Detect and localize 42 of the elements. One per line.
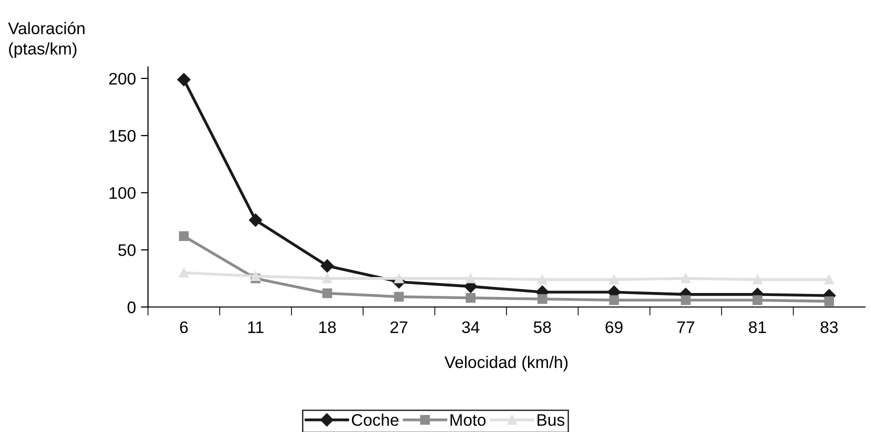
legend-label: Bus [538,414,564,426]
point [394,292,404,302]
point [609,295,619,306]
x-tick-label: 69 [606,321,623,334]
point [609,274,619,284]
point [537,294,548,304]
point [752,295,762,306]
point [824,296,834,306]
point [250,271,260,282]
point [466,292,476,303]
point [177,72,190,86]
x-axis-title: Velocidad (km/h) [444,356,568,372]
point [537,274,548,284]
point [466,274,476,284]
x-tick-label: 81 [748,321,766,334]
point [394,274,404,284]
point [178,231,189,242]
x-tick-label: 27 [390,321,408,333]
y-tick-label: 150 [110,130,136,142]
legend-label: Moto [450,414,486,426]
point [680,274,691,284]
y-tick-label: 0 [128,301,136,314]
y-tick-label: 200 [109,72,136,85]
point [680,295,691,306]
y-tick-label: 50 [118,244,136,256]
point [322,274,332,284]
x-tick-label: 11 [248,322,264,333]
legend-label: Coche [352,414,398,426]
point [752,274,762,284]
x-tick-label: 77 [677,322,694,333]
point [320,259,334,272]
x-tick-label: 34 [462,321,480,334]
x-tick-label: 58 [534,321,551,334]
point [322,288,332,298]
y-axis-title: Valoración (ptas/km) [8,22,84,58]
x-tick-label: 83 [820,321,838,334]
point [248,214,262,227]
x-tick-label: 18 [319,321,336,334]
x-tick-label: 6 [180,321,188,334]
y-tick-label: 100 [110,187,136,199]
point [178,268,189,278]
point [824,274,834,284]
